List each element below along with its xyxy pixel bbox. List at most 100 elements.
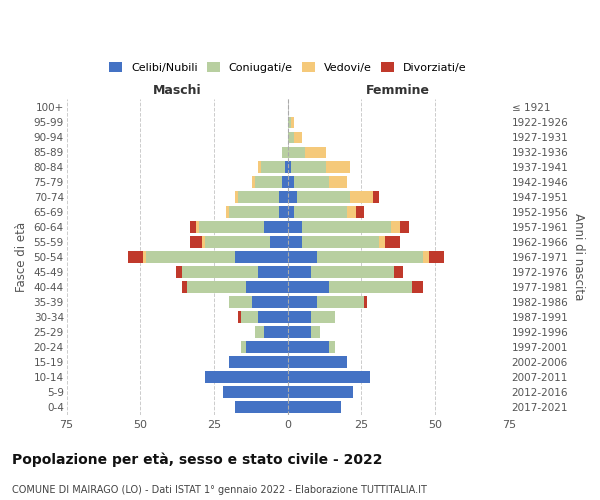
Bar xyxy=(287,206,293,218)
Bar xyxy=(238,192,279,202)
Bar xyxy=(279,206,287,218)
Bar xyxy=(296,192,350,202)
Bar xyxy=(255,326,264,338)
Bar xyxy=(287,236,302,248)
Bar xyxy=(302,222,391,232)
Bar xyxy=(287,312,311,322)
Bar xyxy=(317,252,424,262)
Bar xyxy=(287,162,290,172)
Bar xyxy=(326,162,350,172)
Bar xyxy=(226,206,229,218)
Bar xyxy=(287,402,341,412)
Bar xyxy=(400,222,409,232)
Y-axis label: Anni di nascita: Anni di nascita xyxy=(572,214,585,300)
Bar xyxy=(287,372,370,382)
Bar xyxy=(429,252,444,262)
Bar xyxy=(270,236,287,248)
Legend: Celibi/Nubili, Coniugati/e, Vedovi/e, Divorziati/e: Celibi/Nubili, Coniugati/e, Vedovi/e, Di… xyxy=(109,62,467,72)
Bar xyxy=(238,312,241,322)
Bar xyxy=(176,266,182,278)
Bar xyxy=(287,326,311,338)
Bar xyxy=(202,236,205,248)
Bar xyxy=(235,192,238,202)
Bar xyxy=(287,386,353,398)
Bar xyxy=(373,192,379,202)
Bar xyxy=(293,132,302,143)
Bar xyxy=(241,342,247,352)
Bar xyxy=(356,206,364,218)
Bar xyxy=(293,176,329,188)
Bar xyxy=(258,266,287,278)
Bar xyxy=(287,222,302,232)
Bar xyxy=(279,192,287,202)
Bar xyxy=(253,176,255,188)
Bar xyxy=(412,282,424,292)
Bar xyxy=(329,176,347,188)
Bar xyxy=(290,162,326,172)
Bar xyxy=(287,282,329,292)
Bar xyxy=(128,252,143,262)
Bar xyxy=(282,176,287,188)
Bar xyxy=(187,282,247,292)
Bar xyxy=(190,236,202,248)
Bar xyxy=(287,116,290,128)
Bar xyxy=(205,372,287,382)
Bar xyxy=(258,312,287,322)
Bar xyxy=(347,206,356,218)
Bar xyxy=(317,296,364,308)
Text: COMUNE DI MAIRAGO (LO) - Dati ISTAT 1° gennaio 2022 - Elaborazione TUTTITALIA.IT: COMUNE DI MAIRAGO (LO) - Dati ISTAT 1° g… xyxy=(12,485,427,495)
Bar xyxy=(196,222,199,232)
Bar xyxy=(311,312,335,322)
Bar xyxy=(305,146,326,158)
Bar xyxy=(287,296,317,308)
Bar xyxy=(287,356,347,368)
Bar xyxy=(255,176,282,188)
Bar xyxy=(182,282,187,292)
Bar xyxy=(311,326,320,338)
Bar xyxy=(258,162,261,172)
Bar xyxy=(287,252,317,262)
Bar xyxy=(329,342,335,352)
Bar xyxy=(364,296,367,308)
Bar xyxy=(247,342,287,352)
Bar xyxy=(235,402,287,412)
Bar xyxy=(287,146,305,158)
Bar xyxy=(241,312,258,322)
Bar xyxy=(379,236,385,248)
Text: Popolazione per età, sesso e stato civile - 2022: Popolazione per età, sesso e stato civil… xyxy=(12,452,383,467)
Bar xyxy=(223,386,287,398)
Bar xyxy=(235,252,287,262)
Bar xyxy=(287,132,293,143)
Bar xyxy=(143,252,146,262)
Bar xyxy=(264,222,287,232)
Bar xyxy=(350,192,373,202)
Bar xyxy=(146,252,235,262)
Bar xyxy=(285,162,287,172)
Bar xyxy=(287,176,293,188)
Text: Femmine: Femmine xyxy=(366,84,430,96)
Bar xyxy=(247,282,287,292)
Bar xyxy=(302,236,379,248)
Bar xyxy=(261,162,285,172)
Bar xyxy=(287,342,329,352)
Bar xyxy=(287,266,311,278)
Bar xyxy=(205,236,270,248)
Bar xyxy=(290,116,293,128)
Bar xyxy=(293,206,347,218)
Text: Maschi: Maschi xyxy=(153,84,202,96)
Bar xyxy=(287,192,296,202)
Bar xyxy=(311,266,394,278)
Bar xyxy=(424,252,429,262)
Y-axis label: Fasce di età: Fasce di età xyxy=(15,222,28,292)
Bar xyxy=(385,236,400,248)
Bar xyxy=(264,326,287,338)
Bar xyxy=(391,222,400,232)
Bar xyxy=(190,222,196,232)
Bar xyxy=(229,296,253,308)
Bar xyxy=(229,206,279,218)
Bar xyxy=(182,266,258,278)
Bar xyxy=(199,222,264,232)
Bar xyxy=(229,356,287,368)
Bar xyxy=(253,296,287,308)
Bar xyxy=(329,282,412,292)
